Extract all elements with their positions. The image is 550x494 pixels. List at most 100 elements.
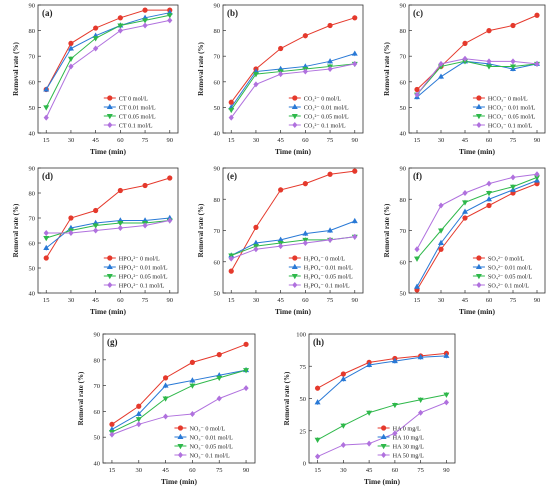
legend-marker bbox=[106, 274, 113, 280]
data-point bbox=[278, 243, 284, 250]
legend-label: SO₄²⁻ 0.05 mol/L bbox=[488, 273, 532, 280]
legend-entry: SO₄²⁻ 0.05 mol/L bbox=[472, 273, 532, 280]
series-2 bbox=[314, 392, 450, 443]
legend-entry: H₂PO₄⁻ 0.1 mol/L bbox=[288, 282, 350, 289]
y-tick-label: 60 bbox=[400, 79, 407, 86]
x-tick-label: 90 bbox=[443, 467, 450, 474]
legend-label: CO₃²⁻ 0.01 mol/L bbox=[304, 104, 349, 111]
legend-marker bbox=[177, 425, 184, 431]
data-point bbox=[486, 64, 492, 70]
data-point bbox=[417, 354, 424, 360]
data-point bbox=[142, 7, 148, 13]
legend-entry: HPO₄²⁻ 0.01 mol/L bbox=[103, 263, 168, 271]
data-point bbox=[352, 15, 358, 21]
legend-marker bbox=[292, 95, 298, 101]
data-point bbox=[135, 410, 142, 416]
y-tick-label: 90 bbox=[94, 332, 101, 339]
y-axis-label: Removal rate (%) bbox=[197, 203, 205, 257]
data-point bbox=[366, 361, 373, 367]
x-tick-label: 60 bbox=[302, 297, 309, 304]
x-tick-label: 15 bbox=[43, 137, 50, 144]
data-point bbox=[135, 417, 142, 423]
data-point bbox=[327, 171, 333, 177]
x-tick-label: 90 bbox=[167, 297, 174, 304]
data-point bbox=[351, 50, 358, 56]
legend-marker bbox=[292, 282, 298, 288]
legend-label: HCO₃⁻ 0.1 mol/L bbox=[488, 122, 533, 129]
legend-label: NO₃⁻ 0.05 mol/L bbox=[189, 443, 233, 450]
data-point bbox=[314, 399, 321, 405]
series-line bbox=[416, 60, 538, 98]
x-tick-label: 60 bbox=[117, 137, 124, 144]
panel-label: (b) bbox=[227, 8, 238, 18]
panel-label: (g) bbox=[107, 337, 118, 347]
data-point bbox=[117, 187, 123, 194]
y-tick-label: 70 bbox=[214, 54, 221, 61]
data-point bbox=[510, 174, 516, 181]
y-tick-label: 90 bbox=[29, 3, 36, 10]
plot-frame bbox=[408, 4, 546, 134]
legend-entry: H₂PO₄⁻ 0 mol/L bbox=[288, 255, 345, 262]
y-axis-label: Removal rate (%) bbox=[383, 203, 391, 257]
legend-marker bbox=[107, 122, 113, 128]
legend-entry: HA 0 mg/L bbox=[377, 425, 421, 432]
data-point bbox=[67, 56, 74, 62]
panel-label: (h) bbox=[313, 337, 324, 347]
legend-entry: HCO₃⁻ 0.05 mol/L bbox=[472, 113, 536, 120]
data-point bbox=[142, 182, 148, 189]
y-axis-label: Removal rate (%) bbox=[12, 42, 20, 96]
data-point bbox=[510, 58, 516, 65]
data-point bbox=[462, 40, 468, 47]
x-tick-label: 75 bbox=[510, 137, 517, 144]
data-point bbox=[68, 215, 74, 221]
series-line bbox=[111, 387, 247, 436]
y-tick-label: 50 bbox=[29, 105, 36, 112]
data-point bbox=[327, 58, 334, 64]
data-point bbox=[534, 175, 540, 181]
data-point bbox=[534, 12, 540, 18]
data-point bbox=[414, 86, 420, 93]
y-tick-label: 90 bbox=[29, 166, 36, 173]
y-tick-label: 70 bbox=[29, 54, 36, 61]
data-point bbox=[327, 227, 334, 233]
series-line bbox=[231, 220, 355, 256]
data-point bbox=[438, 202, 444, 209]
data-point bbox=[417, 397, 424, 403]
legend-entry: SO₄²⁻ 0 mol/L bbox=[472, 255, 525, 262]
data-point bbox=[117, 23, 124, 29]
y-tick-label: 75 bbox=[300, 364, 307, 371]
x-axis-label: Time (min) bbox=[459, 147, 495, 156]
series-line bbox=[230, 170, 355, 272]
x-axis-label: Time (min) bbox=[90, 307, 126, 316]
data-point bbox=[228, 268, 234, 274]
y-tick-label: 50 bbox=[29, 266, 36, 273]
data-point bbox=[68, 230, 74, 236]
legend-label: HA 10 mg/L bbox=[393, 434, 425, 441]
data-point bbox=[340, 423, 347, 429]
y-tick-label: 70 bbox=[400, 54, 407, 61]
legend-label: HA 0 mg/L bbox=[393, 425, 421, 432]
legend-marker bbox=[381, 452, 387, 458]
legend-entry: CT 0.05 mol/L bbox=[103, 113, 156, 120]
y-tick-label: 50 bbox=[400, 291, 407, 298]
panel-label: (a) bbox=[42, 8, 53, 18]
data-point bbox=[314, 453, 321, 460]
series-line bbox=[416, 180, 538, 287]
data-point bbox=[278, 71, 284, 78]
y-tick-label: 60 bbox=[94, 409, 101, 416]
legend-entry: CT 0.1 mol/L bbox=[103, 122, 153, 129]
series-line bbox=[416, 60, 538, 95]
legend-marker bbox=[475, 274, 482, 280]
data-point bbox=[486, 180, 492, 187]
data-point bbox=[340, 371, 346, 377]
series-line bbox=[317, 352, 447, 389]
y-tick-label: 40 bbox=[29, 291, 36, 298]
series-0 bbox=[43, 175, 173, 261]
data-point bbox=[302, 33, 308, 39]
y-tick-label: 70 bbox=[400, 228, 407, 235]
data-point bbox=[243, 368, 250, 374]
data-point bbox=[510, 184, 516, 190]
legend-marker bbox=[106, 103, 113, 109]
y-tick-label: 40 bbox=[94, 461, 101, 468]
plot-frame bbox=[37, 167, 179, 294]
